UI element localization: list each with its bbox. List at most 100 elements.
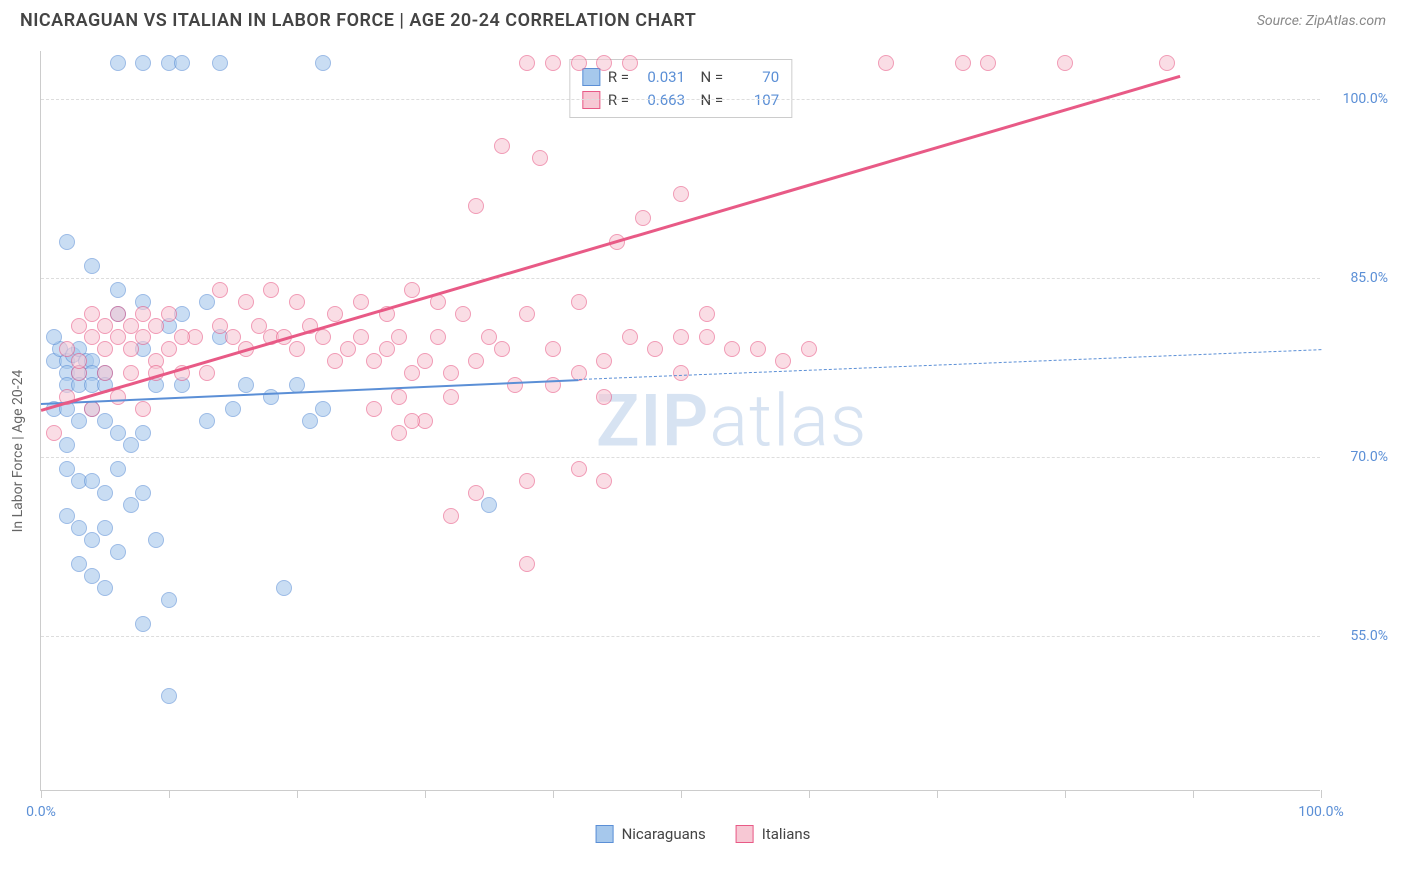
scatter-point [199,365,215,381]
x-tick [1193,790,1194,798]
scatter-point [123,497,139,513]
stats-r-value: 0.031 [637,66,685,89]
scatter-point [315,329,331,345]
scatter-point [97,318,113,334]
scatter-point [84,258,100,274]
scatter-point [59,461,75,477]
scatter-point [110,544,126,560]
scatter-point [353,329,369,345]
scatter-point [135,401,151,417]
scatter-point [699,306,715,322]
plot-area: ZIPatlas R =0.031 N =70R =0.663 N =107 5… [40,51,1320,791]
scatter-point [622,329,638,345]
grid-line [41,278,1320,279]
stats-n-value: 70 [731,66,779,89]
scatter-point [97,485,113,501]
scatter-point [519,306,535,322]
scatter-point [494,341,510,357]
scatter-point [135,55,151,71]
scatter-point [801,341,817,357]
scatter-point [699,329,715,345]
scatter-point [481,329,497,345]
scatter-point [391,425,407,441]
scatter-point [1057,55,1073,71]
scatter-point [110,389,126,405]
scatter-point [327,353,343,369]
scatter-point [519,556,535,572]
scatter-point [276,580,292,596]
scatter-point [622,55,638,71]
y-axis-label: In Labor Force | Age 20-24 [10,370,26,533]
scatter-point [596,353,612,369]
legend-swatch [596,825,614,843]
scatter-point [404,365,420,381]
scatter-point [571,461,587,477]
scatter-point [46,425,62,441]
grid-line [41,99,1320,100]
x-tick-label: 100.0% [1298,804,1343,820]
x-tick [553,790,554,798]
scatter-point [212,55,228,71]
scatter-point [46,329,62,345]
scatter-point [71,413,87,429]
scatter-point [468,198,484,214]
scatter-point [199,413,215,429]
stats-n-label: N = [693,66,723,89]
chart-container: In Labor Force | Age 20-24 ZIPatlas R =0… [0,41,1406,861]
scatter-point [673,186,689,202]
scatter-point [71,520,87,536]
scatter-point [238,294,254,310]
x-tick [1321,790,1322,798]
scatter-point [404,282,420,298]
scatter-point [161,306,177,322]
scatter-point [647,341,663,357]
legend-label: Italians [762,825,811,843]
scatter-point [366,401,382,417]
scatter-point [97,341,113,357]
watermark-bold: ZIP [596,378,709,463]
scatter-point [455,306,471,322]
x-tick [809,790,810,798]
scatter-point [97,520,113,536]
scatter-point [123,318,139,334]
scatter-point [340,341,356,357]
grid-line [41,636,1320,637]
trend-line [579,349,1321,380]
stats-row: R =0.031 N =70 [582,66,779,89]
scatter-point [84,306,100,322]
scatter-point [532,150,548,166]
stats-row: R =0.663 N =107 [582,89,779,112]
x-tick [297,790,298,798]
scatter-point [289,294,305,310]
scatter-point [353,294,369,310]
scatter-point [110,461,126,477]
scatter-point [148,532,164,548]
y-tick-label: 100.0% [1343,91,1388,107]
scatter-point [673,365,689,381]
scatter-point [724,341,740,357]
scatter-point [110,282,126,298]
scatter-point [571,55,587,71]
scatter-point [481,497,497,513]
scatter-point [97,365,113,381]
scatter-point [59,508,75,524]
scatter-point [545,55,561,71]
scatter-point [468,485,484,501]
x-tick [169,790,170,798]
scatter-point [519,55,535,71]
scatter-point [596,473,612,489]
chart-title: NICARAGUAN VS ITALIAN IN LABOR FORCE | A… [20,10,696,31]
scatter-point [1159,55,1175,71]
scatter-point [71,556,87,572]
scatter-point [135,616,151,632]
bottom-legend: NicaraguansItalians [596,825,811,843]
legend-item: Italians [736,825,811,843]
scatter-point [84,329,100,345]
x-tick [425,790,426,798]
scatter-point [174,55,190,71]
scatter-point [750,341,766,357]
scatter-point [71,318,87,334]
stats-swatch [582,91,600,109]
scatter-point [673,329,689,345]
scatter-point [59,341,75,357]
